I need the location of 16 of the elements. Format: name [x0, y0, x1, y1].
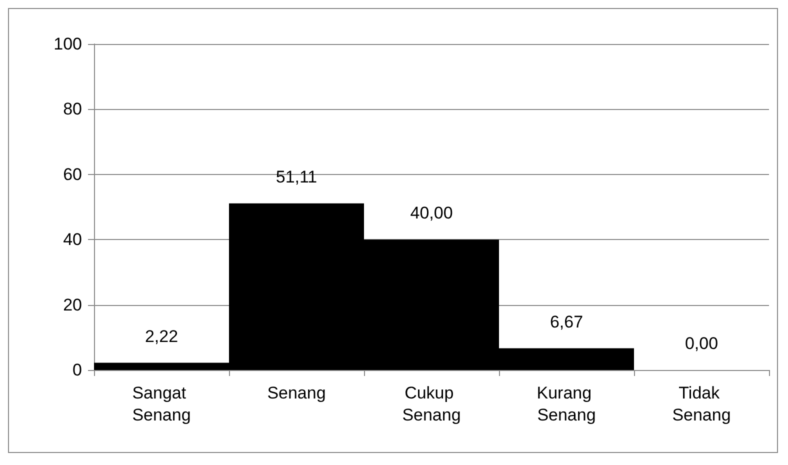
- y-tick-label: 60: [63, 164, 82, 184]
- x-tick-label: Senang: [267, 384, 326, 402]
- x-tick-label: Tidak Senang: [672, 384, 731, 424]
- data-label: 6,67: [550, 312, 584, 332]
- data-label: 40,00: [410, 204, 453, 223]
- y-tick-label: 80: [63, 100, 82, 119]
- y-tick-label: 40: [63, 230, 82, 250]
- x-tick-label: Sangat Senang: [132, 384, 191, 424]
- data-label: 2,22: [144, 326, 178, 346]
- y-tick-label: 0: [72, 360, 82, 380]
- y-tick-label: 20: [63, 295, 82, 314]
- data-label: 0,00: [684, 334, 718, 353]
- x-tick-label: Kurang Senang: [536, 384, 596, 424]
- data-label: 51,11: [276, 167, 318, 186]
- x-tick-label: Cukup Senang: [402, 384, 461, 424]
- y-tick-label: 100: [54, 34, 82, 54]
